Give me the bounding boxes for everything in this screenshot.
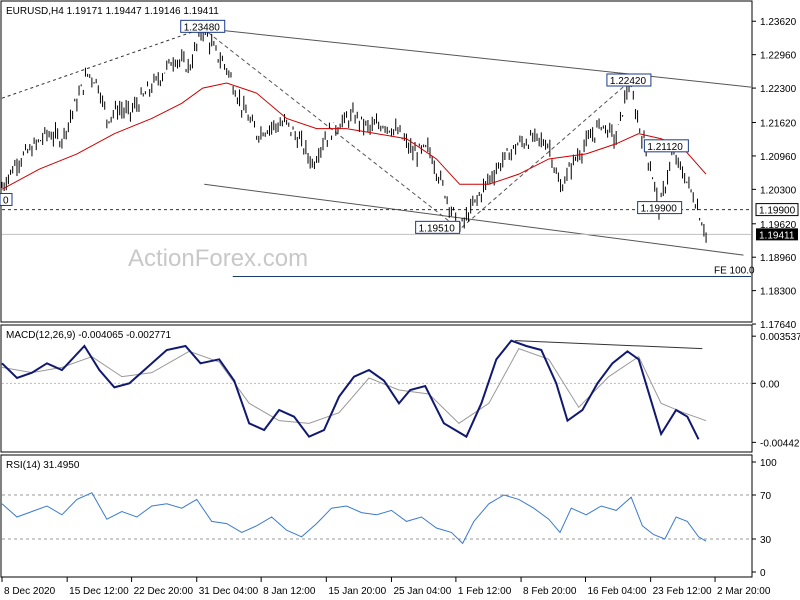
rsi-y-tick-label: 70 bbox=[760, 491, 772, 502]
x-tick-label: 8 Jan 12:00 bbox=[263, 586, 316, 597]
x-tick-label: 8 Feb 20:00 bbox=[523, 586, 577, 597]
macd-layer: 0.003537 0.00 -0.004427 bbox=[1, 332, 800, 449]
x-tick-label: 16 Feb 04:00 bbox=[587, 586, 646, 597]
x-tick-label: 31 Dec 04:00 bbox=[199, 586, 259, 597]
price-y-tick-label: 1.20300 bbox=[760, 185, 797, 196]
axis-last-price-label: 1.19411 bbox=[759, 230, 795, 241]
macd-y-tick-label: -0.004427 bbox=[760, 438, 800, 449]
x-tick-label: 2 Mar 20:00 bbox=[717, 586, 771, 597]
macd-trendline bbox=[515, 340, 703, 350]
rsi-y-tick-label: 100 bbox=[760, 458, 777, 469]
annotation-label: 1.23480 bbox=[184, 22, 221, 33]
wave-zigzag bbox=[202, 27, 630, 230]
macd-panel-title: MACD(12,26,9) -0.004065 -0.002771 bbox=[6, 330, 172, 341]
x-tick-label: 25 Jan 04:00 bbox=[393, 586, 451, 597]
rsi-layer: 100 70 30 0 bbox=[1, 458, 777, 579]
watermark: ActionForex.com bbox=[128, 245, 308, 272]
moving-average-line bbox=[1, 82, 707, 190]
annotation-label: 1.19900 bbox=[641, 204, 678, 215]
axis-level-1990-label: 1.19900 bbox=[759, 206, 796, 217]
rsi-y-tick-label: 0 bbox=[760, 568, 766, 579]
rsi-panel-title: RSI(14) 31.4950 bbox=[6, 460, 80, 471]
annotation-box bbox=[637, 201, 683, 215]
macd-y-tick-label: 0.00 bbox=[760, 379, 780, 390]
x-tick-label: 22 Dec 20:00 bbox=[134, 586, 194, 597]
price-y-tick-label: 1.17640 bbox=[760, 320, 797, 331]
upper-channel-line bbox=[202, 27, 752, 88]
price-y-tick-label: 1.20960 bbox=[760, 152, 797, 163]
price-y-tick-label: 1.23620 bbox=[760, 17, 797, 28]
price-y-tick-label: 1.22960 bbox=[760, 51, 797, 62]
macd-y-tick-label: 0.003537 bbox=[760, 332, 800, 343]
x-tick-label: 1 Feb 12:00 bbox=[458, 586, 512, 597]
macd-signal-line bbox=[1, 348, 707, 424]
annotation-box bbox=[643, 139, 689, 153]
annotation-box bbox=[606, 73, 652, 87]
price-panel-frame bbox=[0, 0, 753, 323]
rsi-y-tick-label: 30 bbox=[760, 535, 772, 546]
annotation-label: 1.22420 bbox=[610, 76, 647, 87]
left-edge-box bbox=[0, 192, 13, 206]
axis-level-1990-box bbox=[755, 203, 799, 217]
left-edge-label: 0 bbox=[3, 195, 9, 206]
lower-channel-line bbox=[204, 183, 744, 256]
axis-last-price-box bbox=[756, 228, 798, 241]
annotation-box bbox=[180, 19, 226, 33]
left-dotted-trendline bbox=[1, 27, 203, 99]
x-axis: 8 Dec 2020 15 Dec 12:00 22 Dec 20:00 31 Dec… bbox=[1, 577, 771, 597]
x-tick-label: 15 Dec 12:00 bbox=[69, 586, 129, 597]
x-tick-label: 15 Jan 20:00 bbox=[328, 586, 386, 597]
rsi-panel-frame bbox=[0, 454, 753, 578]
macd-line bbox=[1, 339, 700, 440]
price-y-tick-label: 1.18300 bbox=[760, 287, 797, 298]
x-tick-label: 8 Dec 2020 bbox=[4, 586, 56, 597]
annotation-label: 1.19510 bbox=[419, 223, 456, 234]
annotation-box bbox=[415, 220, 461, 234]
rsi-line bbox=[1, 492, 707, 545]
price-y-tick-label: 1.22300 bbox=[760, 84, 797, 95]
price-panel-header: EURUSD,H4 1.19171 1.19447 1.19146 1.1941… bbox=[6, 6, 219, 17]
annotation-label: 1.21120 bbox=[647, 142, 683, 153]
fe-level-label: FE 100.0 bbox=[714, 265, 755, 276]
price-y-tick-label: 1.19620 bbox=[760, 220, 797, 231]
price-y-tick-label: 1.21620 bbox=[760, 119, 797, 130]
x-tick-label: 23 Feb 12:00 bbox=[653, 586, 712, 597]
price-y-tick-label: 1.18960 bbox=[760, 253, 797, 264]
price-layer: 1.23620 1.22960 1.22300 1.21620 1.20960 1.203… bbox=[0, 17, 799, 331]
macd-panel-frame bbox=[0, 324, 753, 453]
